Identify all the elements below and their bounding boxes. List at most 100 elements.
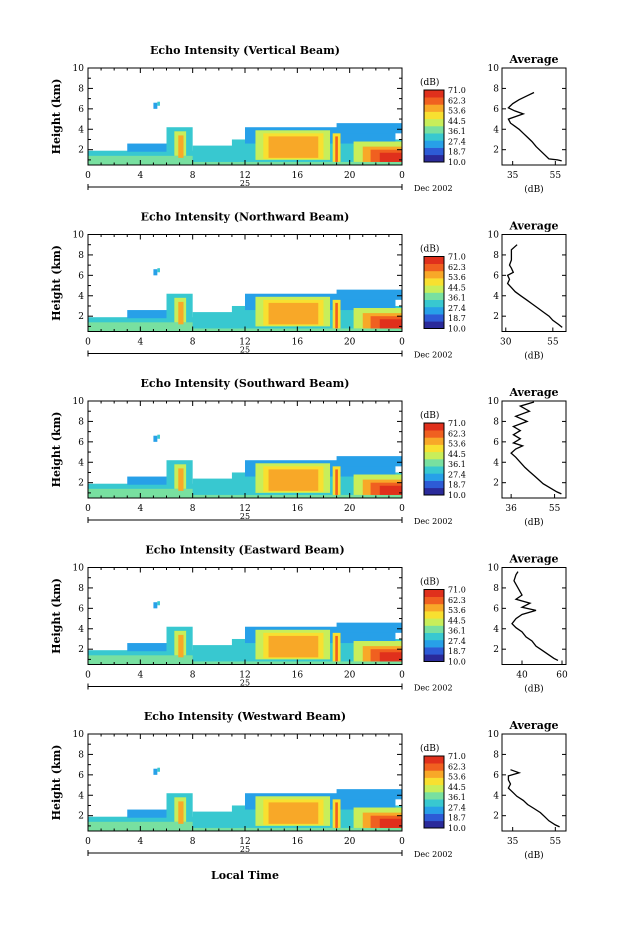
colorbar-segment [424, 459, 444, 467]
chart-title: Echo Intensity (Eastward Beam) [145, 544, 344, 557]
x-tick-label: 8 [190, 338, 196, 348]
echo-cell [157, 434, 160, 439]
chart-title: Echo Intensity (Westward Beam) [144, 710, 346, 723]
colorbar-tick-label: 10.0 [448, 658, 466, 667]
colorbar-segment [424, 596, 444, 605]
colorbar-segment [424, 611, 444, 619]
colorbar-segment [424, 603, 444, 612]
average-title: Average [508, 220, 558, 233]
colorbar-tick-label: 44.5 [448, 450, 466, 459]
y-tick-label: 2 [78, 479, 84, 489]
average-title: Average [508, 386, 558, 399]
y-tick-label: 10 [73, 397, 85, 407]
colorbar-unit: (dB) [420, 743, 439, 754]
colorbar-segment [424, 278, 444, 286]
average-x-label: (dB) [524, 184, 543, 195]
chart-title: Echo Intensity (Vertical Beam) [150, 44, 340, 57]
x-tick-label: 4 [137, 504, 143, 514]
colorbar-segment [424, 792, 444, 800]
colorbar-segment [424, 763, 444, 771]
average-y-tick-label: 4 [493, 791, 499, 801]
echo-field [88, 101, 402, 165]
colorbar-segment [424, 589, 444, 597]
colorbar-tick-label: 53.6 [448, 440, 466, 449]
x-tick-label: 4 [137, 171, 143, 181]
colorbar-segment [424, 654, 444, 662]
colorbar-segment [424, 770, 444, 778]
echo-field [88, 767, 402, 831]
chart-panel-4: Echo Intensity (Westward Beam) 2 4 6 8 10 0 4 8 1… [50, 710, 567, 861]
colorbar-tick-label: 27.4 [448, 637, 466, 646]
echo-cell [127, 310, 191, 319]
y-tick-label: 8 [78, 584, 84, 594]
average-y-tick-label: 10 [488, 564, 500, 574]
y-tick-label: 4 [78, 292, 84, 302]
echo-cell [336, 289, 402, 300]
x-tick-label: 20 [344, 338, 356, 348]
colorbar-segment [424, 299, 444, 308]
echo-cell [157, 767, 160, 772]
echo-field [88, 268, 402, 332]
echo-cell [268, 302, 319, 325]
y-axis-label: Height (km) [50, 79, 63, 155]
echo-cell [127, 643, 191, 652]
echo-cell [379, 152, 402, 162]
average-y-tick-label: 8 [493, 584, 499, 594]
y-tick-label: 8 [78, 750, 84, 760]
average-frame [501, 567, 567, 665]
y-tick-label: 10 [73, 231, 85, 241]
x-tick-label: 4 [137, 338, 143, 348]
echo-cell [379, 485, 402, 495]
average-y-tick-label: 6 [493, 105, 499, 115]
echo-cell [192, 312, 239, 329]
colorbar-segment [424, 647, 444, 655]
average-profile-line [510, 401, 562, 495]
colorbar-tick-label: 62.3 [448, 263, 466, 272]
echo-cell [178, 301, 184, 325]
colorbar-segment [424, 430, 444, 438]
average-x-label: (dB) [524, 684, 543, 695]
echo-cell [153, 435, 158, 442]
colorbar-segment [424, 147, 444, 156]
echo-cell [379, 652, 402, 662]
average-frame [501, 400, 567, 499]
average-title: Average [508, 53, 558, 66]
colorbar-tick-label: 62.3 [448, 596, 466, 605]
x-tick-label: 0 [85, 338, 91, 348]
colorbar-segment [424, 813, 444, 822]
colorbar-segment [424, 756, 444, 764]
average-frame [501, 733, 567, 832]
average-x-tick-label: 55 [547, 338, 559, 348]
x-tick-label: 12 [239, 338, 250, 348]
echo-cell [268, 802, 319, 824]
x-tick-label: 20 [344, 504, 356, 514]
y-tick-label: 4 [78, 125, 84, 135]
x-tick-label: 4 [137, 837, 143, 847]
average-profile-line [511, 571, 559, 661]
colorbar-tick-label: 53.6 [448, 773, 466, 782]
average-y-tick-label: 10 [488, 231, 500, 241]
average-x-tick-label: 40 [516, 671, 528, 681]
colorbar-segment [424, 140, 444, 148]
colorbar-segment [424, 480, 444, 489]
colorbar-tick-label: 18.7 [448, 481, 466, 490]
x-tick-label: 0 [85, 837, 91, 847]
echo-cell [268, 469, 319, 491]
x-tick-label: 8 [190, 504, 196, 514]
colorbar-segment [424, 451, 444, 460]
x-tick-label: 16 [292, 338, 304, 348]
average-x-label: (dB) [524, 351, 543, 362]
colorbar-tick-label: 44.5 [448, 283, 466, 292]
average-y-tick-label: 8 [493, 84, 499, 94]
colorbar-segment [424, 256, 444, 264]
chart-title: Echo Intensity (Southward Beam) [141, 377, 350, 390]
colorbar-frame [423, 256, 445, 329]
average-y-tick-label: 6 [493, 604, 499, 614]
y-tick-label: 2 [78, 645, 84, 655]
colorbar-frame [423, 589, 445, 662]
y-tick-label: 4 [78, 791, 84, 801]
y-tick-label: 6 [78, 105, 84, 115]
x-tick-label: 16 [292, 837, 304, 847]
colorbar-frame [423, 422, 445, 496]
colorbar-segment [424, 820, 444, 829]
